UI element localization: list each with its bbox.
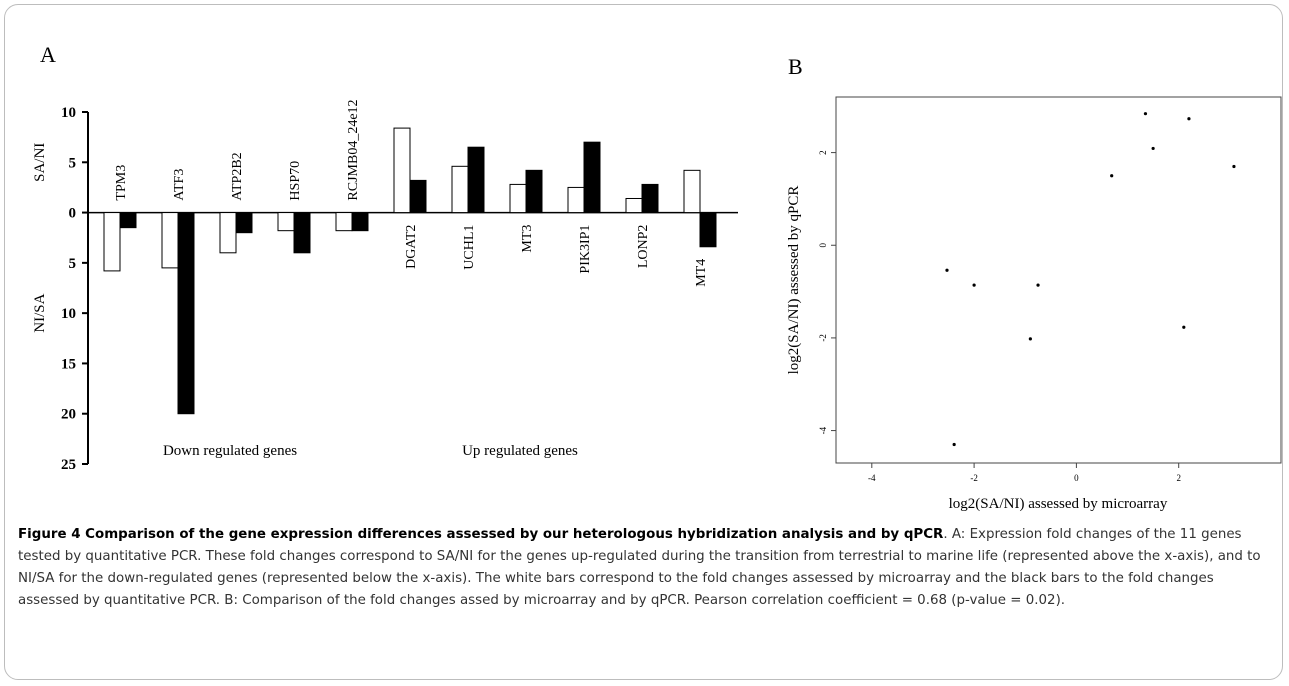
bar <box>119 212 137 229</box>
bar <box>567 186 585 214</box>
category-label: MT4 <box>694 259 709 287</box>
bar <box>335 212 353 232</box>
category-label: HSP70 <box>288 161 303 201</box>
point <box>972 283 976 287</box>
bar <box>409 179 427 214</box>
annotation: Up regulated genes <box>462 443 578 459</box>
panel-label: B <box>788 54 803 79</box>
y-tick-label: 5 <box>69 256 77 272</box>
bar <box>393 127 411 214</box>
point <box>1110 174 1114 178</box>
category-label: ATP2B2 <box>230 152 245 200</box>
point <box>1036 283 1040 287</box>
bar <box>625 197 643 214</box>
bar <box>699 212 717 248</box>
x-tick-label: 2 <box>1176 473 1181 483</box>
y-tick-label: 25 <box>61 457 76 473</box>
y-axis-label: log2(SA/NI) assessed by qPCR <box>786 186 802 375</box>
bar <box>683 169 701 214</box>
bar <box>219 212 237 254</box>
y-tick-label: 5 <box>69 155 77 171</box>
point <box>1143 112 1148 116</box>
x-axis-label: log2(SA/NI) assessed by microarray <box>949 496 1168 512</box>
bar <box>277 212 295 232</box>
point <box>1028 337 1032 341</box>
y-axis-label-down: NI/SA <box>32 293 48 332</box>
caption: Figure 4 Comparison of the gene expressi… <box>18 524 1273 612</box>
category-label: DGAT2 <box>404 225 419 269</box>
y-tick-label: 10 <box>61 105 76 121</box>
category-label: LONP2 <box>636 225 651 269</box>
point <box>952 442 956 447</box>
caption-text: . A: Expression fold changes of the 11 g… <box>18 527 1261 608</box>
bar <box>525 169 543 214</box>
bar <box>161 212 179 269</box>
bar <box>509 183 527 214</box>
figure-frame <box>4 4 1283 680</box>
y-tick-label: -4 <box>818 426 828 434</box>
x-tick-label: 0 <box>1074 473 1079 483</box>
bar <box>583 141 601 214</box>
bar <box>177 212 195 415</box>
bar <box>103 212 121 272</box>
point <box>1232 164 1236 169</box>
bar <box>235 212 253 234</box>
point <box>1182 325 1186 329</box>
panel-label: A <box>40 42 56 67</box>
y-tick-label: -2 <box>818 334 828 342</box>
bar <box>467 146 485 214</box>
x-tick-label: -4 <box>868 473 876 483</box>
plot-box <box>835 96 1282 464</box>
category-label: ATF3 <box>172 169 187 201</box>
point <box>1151 146 1155 151</box>
point <box>1187 117 1191 121</box>
bar <box>351 212 369 232</box>
category-label: RCJMB04_24e12 <box>346 99 361 200</box>
category-label: TPM3 <box>114 165 129 201</box>
y-tick-label: 0 <box>818 243 828 248</box>
x-tick-label: -2 <box>970 473 978 483</box>
bar <box>293 212 311 254</box>
caption-title: Figure 4 Comparison of the gene expressi… <box>18 527 944 542</box>
y-tick-label: 15 <box>61 356 76 372</box>
point <box>945 268 949 272</box>
y-tick-label: 2 <box>818 150 828 155</box>
annotation: Down regulated genes <box>163 443 297 459</box>
category-label: MT3 <box>520 225 535 253</box>
y-axis-label-up: SA/NI <box>32 143 48 182</box>
y-tick-label: 20 <box>61 407 76 423</box>
category-label: UCHL1 <box>462 225 477 270</box>
bar <box>641 183 659 214</box>
y-tick-label: 0 <box>69 206 77 222</box>
category-label: PIK3IP1 <box>578 225 593 274</box>
y-tick-label: 10 <box>61 306 76 322</box>
bar <box>451 165 469 214</box>
